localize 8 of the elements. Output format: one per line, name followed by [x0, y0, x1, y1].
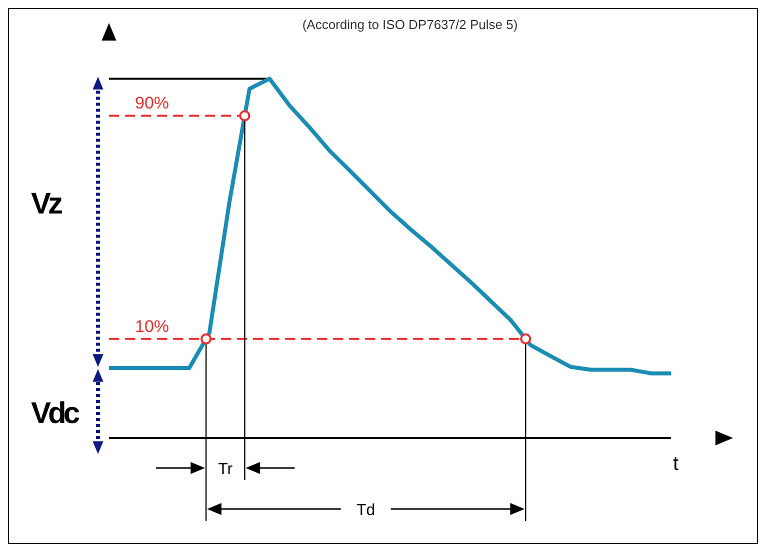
x-axis-title: t [673, 453, 679, 475]
text: Tr [218, 461, 234, 478]
text: Vdc [31, 396, 80, 430]
text: Vz [31, 187, 62, 220]
annotation: 10% [135, 316, 170, 336]
chart-title: (According to ISO DP7637/2 Pulse 5) [302, 17, 518, 32]
text: Td [356, 502, 376, 519]
annotation: 90% [135, 94, 170, 113]
